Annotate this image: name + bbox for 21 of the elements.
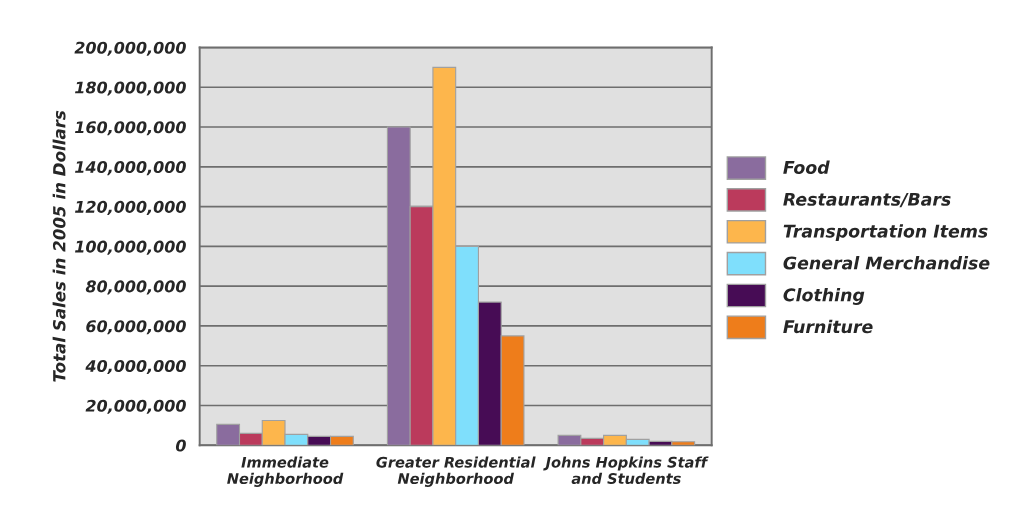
legend-label: Food — [783, 160, 830, 174]
legend-label: Transportation Items — [783, 224, 988, 242]
legend-label: Restaurants/Bars — [783, 192, 951, 208]
y-tick-label: 80,000,000 — [85, 280, 186, 295]
legend-label: Furniture — [783, 319, 873, 334]
y-tick-label: 120,000,000 — [75, 200, 186, 215]
y-tick-label: 40,000,000 — [85, 359, 186, 375]
y-tick-label: 160,000,000 — [75, 121, 186, 136]
y-tick-label: 180,000,000 — [75, 81, 186, 96]
x-tick-label: Immediate Neighborhood — [227, 456, 344, 487]
legend-label: General Merchandise — [783, 256, 990, 270]
x-tick-label: Johns Hopkins Staff and Students — [543, 456, 709, 485]
legend-label: Clothing — [783, 287, 865, 305]
x-tick-label: Greater Residential Neighborhood — [376, 456, 536, 487]
y-tick-label: 100,000,000 — [75, 240, 186, 255]
y-axis-title: Total Sales in 2005 in Dollars — [52, 110, 66, 382]
y-tick-label: 0 — [175, 439, 186, 452]
y-tick-label: 20,000,000 — [85, 399, 186, 414]
y-tick-label: 60,000,000 — [86, 320, 186, 335]
y-tick-label: 140,000,000 — [75, 161, 186, 176]
y-tick-label: 200,000,000 — [74, 41, 186, 56]
